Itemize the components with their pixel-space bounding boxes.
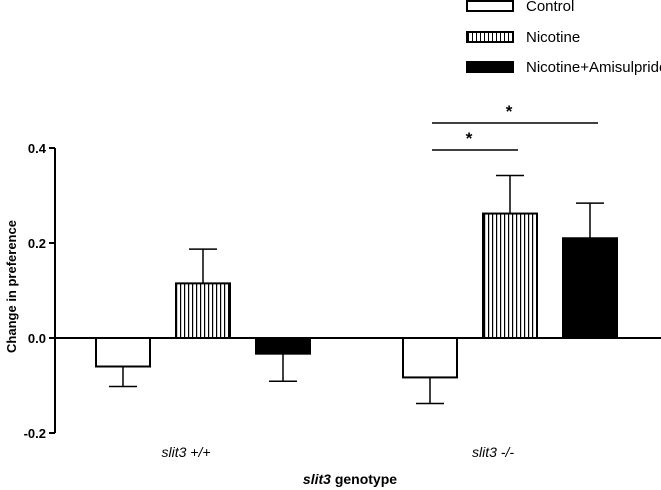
- bar: [175, 282, 231, 339]
- bar: [95, 337, 151, 368]
- y-tick-label: 0.4: [28, 141, 47, 156]
- y-tick-label: 0.0: [28, 331, 46, 346]
- significance-star: *: [506, 102, 513, 121]
- y-axis-label: Change in preference: [4, 220, 19, 353]
- significance-star: *: [466, 129, 473, 148]
- bar: [402, 337, 458, 379]
- bar: [482, 212, 538, 339]
- x-axis-label-italic: slit3: [303, 471, 331, 487]
- bar: [255, 337, 311, 355]
- legend-label-amisulpride: Nicotine+Amisulpride: [526, 59, 661, 76]
- y-tick-label: 0.2: [28, 236, 46, 251]
- x-axis-label: slit3 genotype: [303, 471, 397, 487]
- legend-swatch-control: [466, 0, 514, 12]
- y-tick-label: -0.2: [24, 426, 46, 441]
- x-tick-label: slit3 -/-: [472, 444, 514, 460]
- x-axis-label-rest: genotype: [331, 471, 397, 487]
- legend-swatch-nicotine: [466, 31, 514, 43]
- bar: [562, 237, 618, 339]
- legend-label-control: Control: [526, 0, 575, 15]
- legend-label-nicotine: Nicotine: [526, 29, 581, 46]
- legend-swatch-amisulpride: [466, 61, 514, 73]
- x-tick-label: slit3 +/+: [161, 444, 210, 460]
